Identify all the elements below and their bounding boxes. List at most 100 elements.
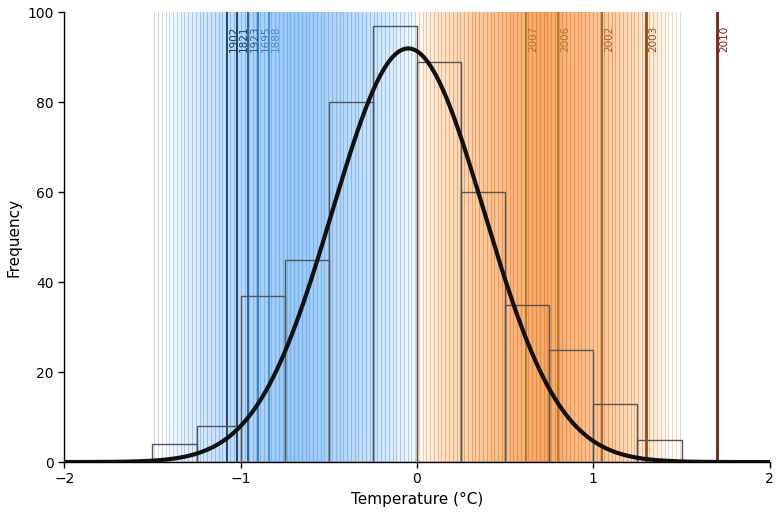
Bar [594, 403, 637, 462]
Bar [320, 12, 323, 462]
Bar [212, 12, 214, 462]
Bar [267, 12, 269, 462]
Bar [362, 12, 364, 462]
Bar [448, 12, 450, 462]
Bar [567, 12, 569, 462]
Bar [508, 12, 509, 462]
Bar [243, 12, 245, 462]
Bar [388, 12, 390, 462]
Bar [434, 12, 437, 462]
Bar [483, 12, 485, 462]
Text: 1902: 1902 [229, 26, 239, 52]
Bar [558, 12, 560, 462]
Bar [452, 12, 455, 462]
Bar [479, 12, 481, 462]
Bar [166, 12, 168, 462]
Bar [457, 12, 459, 462]
Bar [230, 12, 232, 462]
Bar [437, 12, 439, 462]
Bar [622, 12, 624, 462]
Bar [624, 12, 626, 462]
Bar [406, 12, 408, 462]
Bar [173, 12, 174, 462]
Bar [174, 12, 177, 462]
Bar [430, 12, 433, 462]
Bar [666, 12, 669, 462]
Bar [417, 62, 461, 462]
Bar [364, 12, 366, 462]
Bar [679, 12, 682, 462]
Bar [410, 12, 412, 462]
Text: 1695: 1695 [260, 26, 270, 52]
Bar [664, 12, 666, 462]
Bar [620, 12, 622, 462]
Bar [607, 12, 608, 462]
Bar [554, 12, 556, 462]
Bar [390, 12, 393, 462]
Bar [181, 12, 184, 462]
Bar [152, 12, 155, 462]
Bar [597, 12, 600, 462]
Bar [569, 12, 571, 462]
Bar [433, 12, 434, 462]
Bar [549, 350, 594, 462]
Bar [587, 12, 589, 462]
Bar [470, 12, 472, 462]
Bar [344, 12, 347, 462]
Bar [380, 12, 382, 462]
Bar [219, 12, 221, 462]
Bar [184, 12, 186, 462]
Bar [168, 12, 170, 462]
Bar [626, 12, 629, 462]
Bar [248, 12, 249, 462]
Bar [194, 12, 197, 462]
Bar [547, 12, 549, 462]
Bar [596, 12, 597, 462]
Bar [633, 12, 635, 462]
Bar [543, 12, 545, 462]
Bar [589, 12, 591, 462]
Bar [373, 12, 375, 462]
Bar [371, 12, 373, 462]
Bar [298, 12, 300, 462]
Bar [208, 12, 210, 462]
Bar [227, 12, 230, 462]
Bar [186, 12, 187, 462]
Bar [675, 12, 677, 462]
Bar [583, 12, 584, 462]
Bar [519, 12, 521, 462]
Bar [556, 12, 558, 462]
Text: 2007: 2007 [529, 26, 538, 52]
Bar [551, 12, 554, 462]
Bar [340, 12, 342, 462]
Bar [152, 444, 197, 462]
Bar [527, 12, 530, 462]
Bar [530, 12, 532, 462]
Bar [422, 12, 423, 462]
Bar [532, 12, 534, 462]
Bar [439, 12, 441, 462]
Bar [604, 12, 607, 462]
Bar [393, 12, 395, 462]
Bar [404, 12, 406, 462]
Bar [485, 12, 487, 462]
Bar [576, 12, 578, 462]
Bar [474, 12, 476, 462]
Bar [375, 12, 377, 462]
Bar [225, 12, 227, 462]
Bar [637, 439, 682, 462]
Text: 2002: 2002 [604, 26, 615, 52]
Bar [608, 12, 611, 462]
Bar [651, 12, 653, 462]
Bar [591, 12, 594, 462]
Bar [417, 12, 419, 462]
Bar [329, 102, 373, 462]
Bar [283, 12, 285, 462]
Bar [232, 12, 234, 462]
Bar [261, 12, 262, 462]
Bar [428, 12, 430, 462]
Bar [611, 12, 613, 462]
Bar [311, 12, 313, 462]
X-axis label: Temperature (°C): Temperature (°C) [351, 492, 483, 507]
Bar [162, 12, 163, 462]
